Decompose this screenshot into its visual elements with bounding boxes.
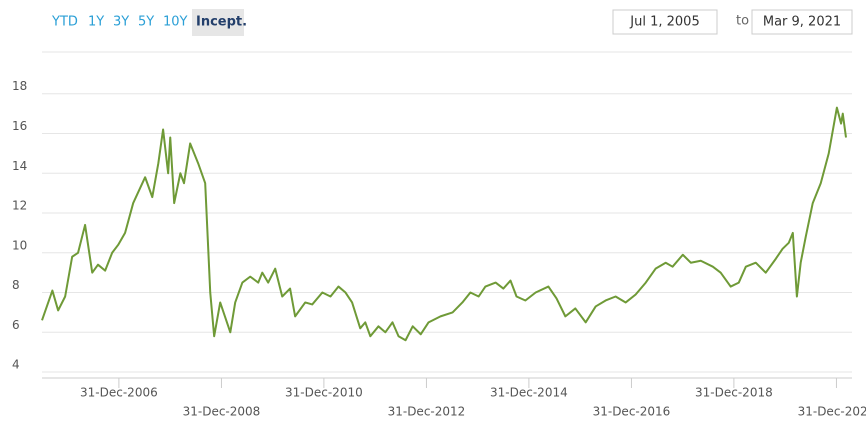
- x-tick-label: 31-Dec-2012: [388, 405, 466, 419]
- x-tick-label: 31-Dec-2010: [285, 386, 363, 400]
- input-text: Jul 1, 2005: [629, 15, 699, 30]
- range-button[interactable]: 5Y: [138, 15, 154, 30]
- range-button[interactable]: 1Y: [88, 15, 104, 30]
- x-tick-label: 31-Dec-2014: [490, 386, 568, 400]
- x-tick-label: 31-Dec-2020: [798, 405, 866, 419]
- range-button[interactable]: Incept.: [196, 15, 247, 30]
- y-tick-label: 12: [12, 199, 27, 213]
- price-line: [41, 106, 847, 342]
- range-button[interactable]: YTD: [51, 15, 78, 30]
- x-tick-label: 31-Dec-2016: [593, 405, 671, 419]
- input-box: [612, 9, 718, 35]
- x-tick-label: 31-Dec-2006: [80, 386, 158, 400]
- y-tick-label: 16: [12, 119, 27, 133]
- y-tick-label: 14: [12, 159, 27, 173]
- range-button[interactable]: 3Y: [113, 15, 129, 30]
- y-tick-label: 4: [12, 358, 20, 372]
- x-tick-label: 31-Dec-2008: [183, 405, 261, 419]
- y-tick-label: 10: [12, 238, 27, 252]
- button-selected-bg: [192, 9, 244, 36]
- range-button[interactable]: 10Y: [163, 15, 188, 30]
- y-tick-label: 18: [12, 79, 27, 93]
- to-label: to: [736, 14, 749, 29]
- date-input-from[interactable]: Jul 1, 2005: [612, 9, 718, 35]
- y-tick-label: 6: [12, 318, 20, 332]
- date-input-to[interactable]: Mar 9, 2021: [751, 9, 853, 35]
- input-text: Mar 9, 2021: [763, 15, 841, 30]
- x-tick-label: 31-Dec-2018: [695, 386, 773, 400]
- input-box: [751, 9, 853, 35]
- y-tick-label: 8: [12, 278, 20, 292]
